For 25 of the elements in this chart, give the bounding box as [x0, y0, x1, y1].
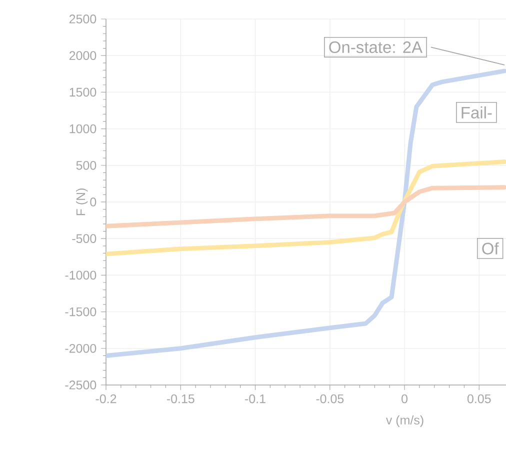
y-tick-label: 2500 — [69, 14, 96, 24]
y-tick-label: 1500 — [70, 88, 96, 97]
annotation: On-state: 2A — [329, 41, 423, 54]
x-axis-title: v (m/s) — [386, 415, 424, 428]
x-tick-label: 0.05 — [467, 394, 491, 404]
line-series — [106, 159, 506, 256]
y-tick-label: 0 — [90, 198, 96, 206]
y-tick-label: 1000 — [70, 124, 96, 134]
y-tick-label: 2000 — [69, 51, 96, 60]
x-tick-label: -0.1 — [245, 394, 266, 404]
x-tick-label: -0.15 — [166, 394, 194, 404]
annotation: Fail- — [462, 106, 492, 118]
y-tick-label: -500 — [72, 234, 96, 244]
y-axis-title: F (N) — [76, 188, 88, 216]
y-tick-label: -2500 — [65, 380, 96, 390]
y-tick-label: -2000 — [65, 344, 96, 353]
y-tick-label: -1500 — [65, 307, 96, 316]
y-tick-label: -1000 — [65, 270, 96, 280]
line-series — [106, 185, 506, 228]
x-tick-label: -0.2 — [96, 394, 116, 404]
y-tick-label: 500 — [76, 160, 96, 170]
annotation: Of — [482, 242, 499, 254]
x-tick-label: -0.05 — [316, 394, 344, 404]
line-series — [106, 68, 506, 358]
x-tick-label: 0 — [402, 394, 408, 404]
